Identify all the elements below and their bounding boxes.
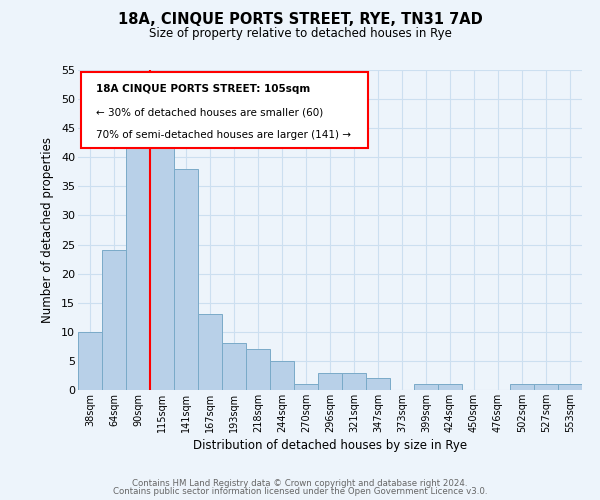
Bar [150, 134, 174, 390]
Text: 18A, CINQUE PORTS STREET, RYE, TN31 7AD: 18A, CINQUE PORTS STREET, RYE, TN31 7AD [118, 12, 482, 28]
Text: Size of property relative to detached houses in Rye: Size of property relative to detached ho… [149, 28, 451, 40]
Bar [318, 372, 342, 390]
Bar [558, 384, 582, 390]
Text: ← 30% of detached houses are smaller (60): ← 30% of detached houses are smaller (60… [95, 108, 323, 118]
Text: 70% of semi-detached houses are larger (141) →: 70% of semi-detached houses are larger (… [95, 130, 350, 140]
Bar [534, 384, 558, 390]
FancyBboxPatch shape [80, 72, 368, 148]
Y-axis label: Number of detached properties: Number of detached properties [41, 137, 54, 323]
Text: 18A CINQUE PORTS STREET: 105sqm: 18A CINQUE PORTS STREET: 105sqm [95, 84, 310, 94]
Bar [414, 384, 438, 390]
Bar [342, 372, 366, 390]
Bar [270, 361, 294, 390]
Bar [198, 314, 222, 390]
X-axis label: Distribution of detached houses by size in Rye: Distribution of detached houses by size … [193, 439, 467, 452]
Bar [126, 134, 150, 390]
Bar [510, 384, 534, 390]
Bar [174, 169, 198, 390]
Bar [294, 384, 318, 390]
Text: Contains public sector information licensed under the Open Government Licence v3: Contains public sector information licen… [113, 487, 487, 496]
Bar [246, 350, 270, 390]
Bar [366, 378, 390, 390]
Bar [438, 384, 462, 390]
Text: Contains HM Land Registry data © Crown copyright and database right 2024.: Contains HM Land Registry data © Crown c… [132, 478, 468, 488]
Bar [78, 332, 102, 390]
Bar [102, 250, 126, 390]
Bar [222, 344, 246, 390]
